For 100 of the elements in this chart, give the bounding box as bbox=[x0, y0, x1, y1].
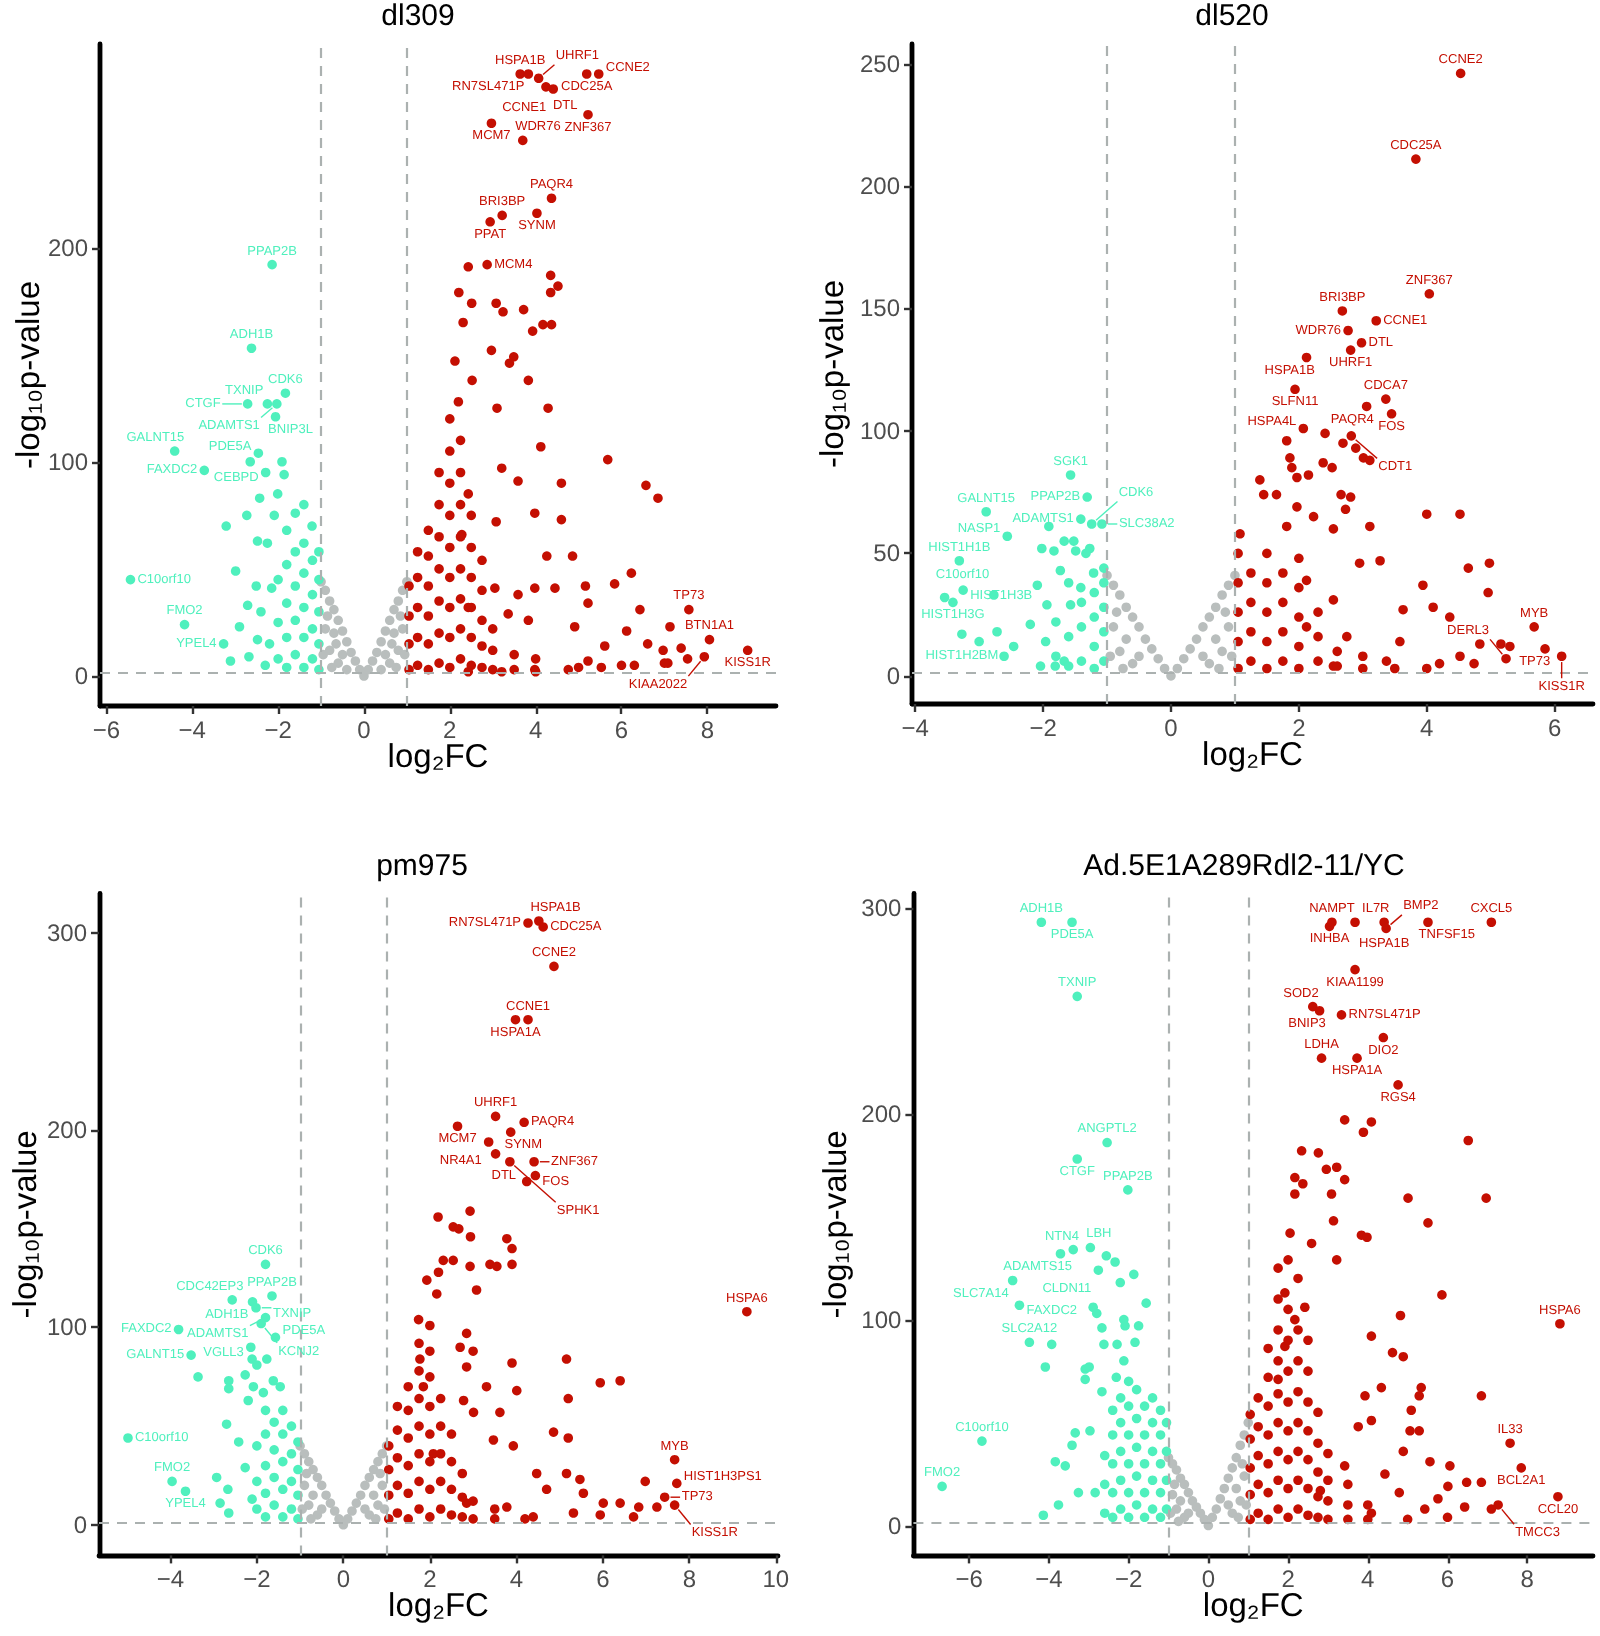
point bbox=[395, 611, 406, 621]
point bbox=[384, 615, 395, 626]
x-tick-label: 0 bbox=[1164, 714, 1179, 742]
point bbox=[173, 1324, 184, 1335]
point bbox=[1076, 597, 1087, 608]
point bbox=[1140, 634, 1151, 644]
x-axis-title: log₂FC bbox=[1202, 737, 1304, 773]
y-tick-label: 200 bbox=[47, 233, 89, 262]
point bbox=[1111, 607, 1122, 617]
point bbox=[306, 1514, 316, 1524]
point bbox=[1068, 536, 1079, 546]
point bbox=[958, 585, 968, 595]
point bbox=[387, 639, 397, 649]
point bbox=[1089, 587, 1100, 598]
point bbox=[1089, 641, 1100, 652]
point bbox=[278, 1429, 288, 1439]
point bbox=[1049, 546, 1059, 556]
point bbox=[286, 1421, 297, 1431]
point bbox=[347, 1506, 357, 1516]
point bbox=[1214, 663, 1224, 674]
point bbox=[372, 647, 382, 658]
y-tick-label: 0 bbox=[73, 1510, 88, 1539]
x-tick-label: 6 bbox=[1547, 714, 1562, 742]
point bbox=[278, 1512, 288, 1522]
point bbox=[368, 1490, 379, 1501]
point bbox=[355, 1490, 366, 1501]
point bbox=[981, 506, 991, 517]
point bbox=[1076, 582, 1086, 593]
point bbox=[221, 1419, 232, 1429]
point bbox=[278, 1456, 288, 1467]
y-tick-label: 200 bbox=[859, 172, 901, 201]
x-tick-label: 4 bbox=[528, 716, 543, 744]
point bbox=[1237, 1458, 1248, 1469]
point bbox=[360, 1504, 370, 1514]
point bbox=[1108, 580, 1119, 591]
point bbox=[1050, 661, 1061, 671]
y-tick-label: 0 bbox=[886, 661, 901, 690]
point bbox=[1121, 602, 1132, 613]
point bbox=[1183, 1487, 1194, 1498]
point bbox=[1065, 600, 1076, 610]
point bbox=[391, 662, 401, 673]
chart-title: dl520 bbox=[1195, 0, 1269, 33]
x-axis-title: log₂FC bbox=[1202, 1588, 1304, 1625]
point bbox=[1086, 519, 1097, 529]
point bbox=[1134, 651, 1144, 662]
point bbox=[939, 592, 950, 603]
point bbox=[252, 1476, 262, 1487]
point bbox=[321, 1490, 331, 1501]
chart-title: dl309 bbox=[381, 0, 455, 33]
point bbox=[1070, 546, 1081, 556]
x-tick-label: −2 bbox=[264, 716, 293, 744]
point bbox=[1118, 663, 1128, 674]
point bbox=[1173, 1516, 1184, 1527]
point bbox=[948, 597, 958, 608]
point bbox=[286, 1448, 297, 1459]
x-tick-label: −6 bbox=[92, 716, 121, 744]
x-tick-label: 8 bbox=[700, 716, 715, 744]
point bbox=[269, 1500, 279, 1510]
point bbox=[1215, 1493, 1226, 1504]
x-tick-label: −4 bbox=[1035, 1565, 1064, 1594]
point bbox=[1063, 661, 1074, 671]
point bbox=[376, 636, 386, 647]
point bbox=[1084, 543, 1095, 554]
point bbox=[252, 1360, 262, 1370]
chart-title: Ad.5E1A289Rdl2-11/YC bbox=[1083, 849, 1405, 883]
point bbox=[367, 656, 378, 666]
point bbox=[1108, 622, 1119, 632]
point bbox=[267, 1291, 277, 1301]
point bbox=[316, 1480, 327, 1491]
point bbox=[1159, 663, 1170, 674]
point bbox=[957, 629, 967, 639]
point bbox=[1115, 590, 1125, 600]
x-axis-title: log₂FC bbox=[387, 739, 489, 775]
point bbox=[322, 611, 333, 621]
point bbox=[1241, 1500, 1252, 1510]
point bbox=[286, 1504, 297, 1514]
point bbox=[240, 1462, 250, 1473]
point bbox=[1127, 612, 1138, 622]
point bbox=[376, 664, 386, 675]
y-axis-title: -log₁₀p-value bbox=[11, 280, 47, 470]
y-tick-label: 100 bbox=[861, 1305, 903, 1334]
point bbox=[329, 604, 339, 615]
x-tick-label: 6 bbox=[614, 716, 629, 744]
point bbox=[380, 626, 391, 636]
point bbox=[223, 1383, 234, 1394]
point bbox=[1082, 492, 1093, 502]
point bbox=[278, 1405, 288, 1416]
point bbox=[1040, 636, 1051, 647]
point bbox=[342, 636, 352, 647]
point bbox=[1099, 563, 1109, 573]
x-tick-label: 8 bbox=[682, 1565, 697, 1594]
point bbox=[1207, 1512, 1218, 1523]
point bbox=[186, 1350, 196, 1360]
point bbox=[1099, 577, 1109, 588]
point bbox=[1025, 619, 1036, 630]
point bbox=[1121, 634, 1132, 644]
point bbox=[1088, 568, 1099, 578]
x-tick-label: 6 bbox=[596, 1565, 611, 1594]
point bbox=[1226, 651, 1237, 662]
point bbox=[233, 1437, 244, 1447]
